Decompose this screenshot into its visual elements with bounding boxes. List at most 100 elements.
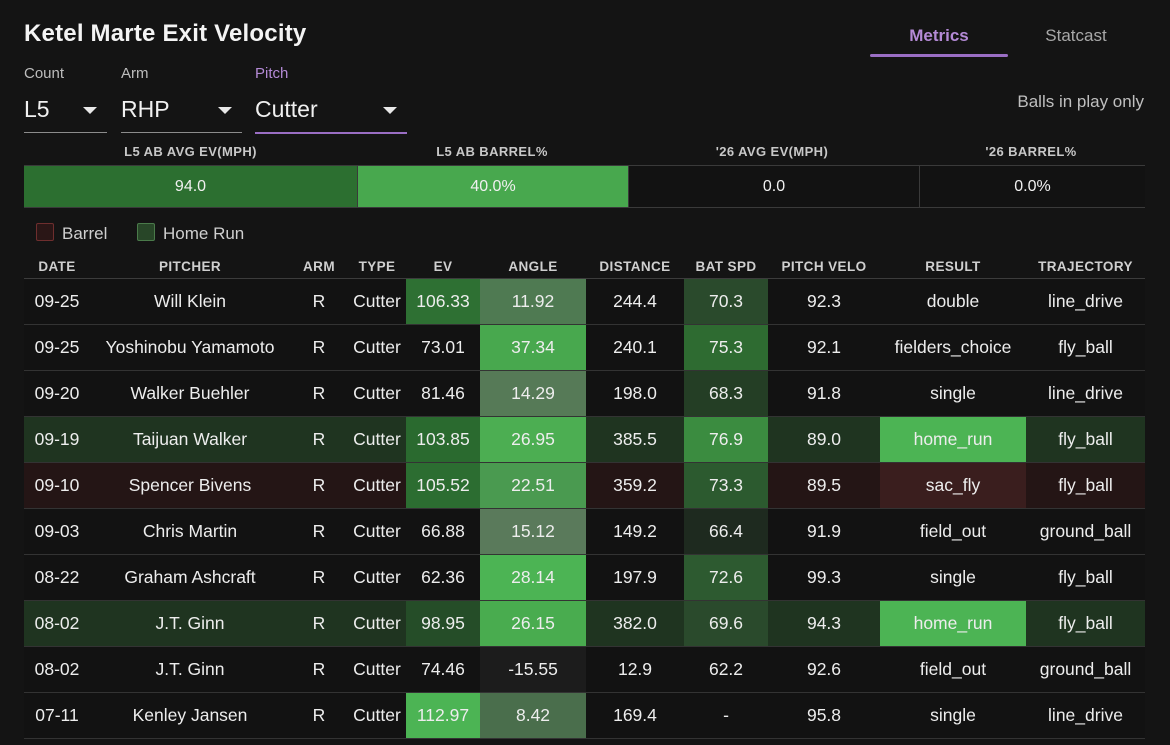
column-header-date[interactable]: DATE [24, 256, 90, 279]
cell-ev: 62.36 [406, 554, 480, 601]
cell-type: Cutter [348, 416, 406, 463]
cell-pitcher: J.T. Ginn [90, 600, 290, 647]
cell-ev: 98.95 [406, 600, 480, 647]
cell-ev: 74.46 [406, 646, 480, 693]
cell-type: Cutter [348, 692, 406, 739]
cell-pitcher: Walker Buehler [90, 370, 290, 417]
table-row[interactable]: 08-22 Graham Ashcraft R Cutter 62.36 28.14 197… [24, 554, 1145, 601]
cell-trajectory: fly_ball [1026, 600, 1145, 647]
cell-trajectory: fly_ball [1026, 324, 1145, 371]
count-select[interactable]: L5 [24, 94, 107, 133]
cell-trajectory: ground_ball [1026, 646, 1145, 693]
table-row[interactable]: 09-20 Walker Buehler R Cutter 81.46 14.29 198.… [24, 370, 1145, 417]
summary-value-l5-avg-ev: 94.0 [24, 166, 358, 207]
cell-arm: R [290, 508, 348, 555]
cell-ev: 73.01 [406, 324, 480, 371]
cell-distance: 382.0 [586, 600, 684, 647]
summary-header-season-avg-ev: '26 AVG EV(MPH) [715, 144, 829, 159]
table-row[interactable]: 07-11 Kenley Jansen R Cutter 112.97 8.42 169.4… [24, 692, 1145, 739]
table-row[interactable]: 09-25 Will Klein R Cutter 106.33 11.92 244.4 70… [24, 278, 1145, 325]
arm-label: Arm [121, 65, 149, 82]
column-header-pitch-velo[interactable]: PITCH VELO [768, 256, 880, 279]
column-header-result[interactable]: RESULT [880, 256, 1026, 279]
cell-ev: 81.46 [406, 370, 480, 417]
table-row[interactable]: 09-25 Yoshinobu Yamamoto R Cutter 73.01 37.34… [24, 324, 1145, 371]
arm-select-value: RHP [121, 96, 170, 122]
table-row[interactable]: 09-10 Spencer Bivens R Cutter 105.52 22.51 359… [24, 462, 1145, 509]
cell-pitcher: Taijuan Walker [90, 416, 290, 463]
arm-select[interactable]: RHP [121, 94, 242, 133]
cell-pitcher: Kenley Jansen [90, 692, 290, 739]
table-row[interactable]: 09-19 Taijuan Walker R Cutter 103.85 26.95 385… [24, 416, 1145, 463]
chevron-down-icon [83, 107, 97, 114]
cell-angle: 28.14 [480, 554, 586, 601]
summary-value-season-avg-ev: 0.0 [629, 166, 920, 207]
column-header-ev[interactable]: EV [406, 256, 480, 279]
cell-type: Cutter [348, 324, 406, 371]
table-row[interactable]: 08-02 J.T. Ginn R Cutter 74.46 -15.55 12.9 62.2… [24, 646, 1145, 693]
cell-distance: 149.2 [586, 508, 684, 555]
cell-arm: R [290, 554, 348, 601]
balls-in-play-toggle[interactable]: Balls in play only [1017, 92, 1144, 111]
column-header-trajectory[interactable]: TRAJECTORY [1026, 256, 1145, 279]
cell-distance: 385.5 [586, 416, 684, 463]
column-header-angle[interactable]: ANGLE [480, 256, 586, 279]
cell-bat-spd: 62.2 [684, 646, 768, 693]
barrel-swatch-icon [36, 223, 54, 241]
cell-trajectory: line_drive [1026, 278, 1145, 325]
cell-angle: -15.55 [480, 646, 586, 693]
cell-pitcher: Yoshinobu Yamamoto [90, 324, 290, 371]
cell-arm: R [290, 324, 348, 371]
cell-bat-spd: 75.3 [684, 324, 768, 371]
column-header-bat-spd[interactable]: BAT SPD [684, 256, 768, 279]
tab-metrics[interactable]: Metrics [909, 26, 969, 45]
cell-bat-spd: 72.6 [684, 554, 768, 601]
pitch-select[interactable]: Cutter [255, 94, 407, 134]
page-title: Ketel Marte Exit Velocity [24, 20, 307, 47]
cell-trajectory: fly_ball [1026, 416, 1145, 463]
column-header-distance[interactable]: DISTANCE [586, 256, 684, 279]
cell-angle: 26.15 [480, 600, 586, 647]
summary-header-l5-avg-ev: L5 AB AVG EV(MPH) [124, 144, 257, 159]
cell-pitch-velo: 92.6 [768, 646, 880, 693]
cell-pitch-velo: 92.1 [768, 324, 880, 371]
summary-header-l5-barrel: L5 AB BARREL% [436, 144, 548, 159]
cell-trajectory: line_drive [1026, 370, 1145, 417]
cell-arm: R [290, 646, 348, 693]
cell-angle: 22.51 [480, 462, 586, 509]
cell-pitch-velo: 91.9 [768, 508, 880, 555]
cell-bat-spd: 66.4 [684, 508, 768, 555]
exit-velocity-table: DATE PITCHER ARM TYPE EV ANGLE DISTANCE BAT SPD… [24, 256, 1145, 739]
tab-statcast[interactable]: Statcast [1045, 26, 1107, 45]
cell-distance: 244.4 [586, 278, 684, 325]
column-header-pitcher[interactable]: PITCHER [90, 256, 290, 279]
cell-pitcher: J.T. Ginn [90, 646, 290, 693]
cell-result: home_run [880, 600, 1026, 647]
pitch-label: Pitch [255, 65, 289, 82]
cell-arm: R [290, 278, 348, 325]
column-header-arm[interactable]: ARM [290, 256, 348, 279]
count-label: Count [24, 65, 65, 82]
cell-date: 09-10 [24, 462, 90, 509]
table-row[interactable]: 08-02 J.T. Ginn R Cutter 98.95 26.15 382.0 69.6… [24, 600, 1145, 647]
cell-result: fielders_choice [880, 324, 1026, 371]
cell-distance: 12.9 [586, 646, 684, 693]
cell-result: home_run [880, 416, 1026, 463]
cell-type: Cutter [348, 554, 406, 601]
cell-arm: R [290, 600, 348, 647]
cell-arm: R [290, 692, 348, 739]
cell-ev: 112.97 [406, 692, 480, 739]
cell-distance: 198.0 [586, 370, 684, 417]
cell-type: Cutter [348, 508, 406, 555]
summary-value-season-barrel: 0.0% [920, 166, 1145, 207]
pitch-select-value: Cutter [255, 96, 318, 122]
cell-date: 09-03 [24, 508, 90, 555]
cell-pitch-velo: 95.8 [768, 692, 880, 739]
table-row[interactable]: 09-03 Chris Martin R Cutter 66.88 15.12 149.2 6… [24, 508, 1145, 555]
cell-date: 09-25 [24, 278, 90, 325]
column-header-type[interactable]: TYPE [348, 256, 406, 279]
cell-trajectory: line_drive [1026, 692, 1145, 739]
cell-result: single [880, 692, 1026, 739]
cell-result: field_out [880, 646, 1026, 693]
cell-distance: 359.2 [586, 462, 684, 509]
